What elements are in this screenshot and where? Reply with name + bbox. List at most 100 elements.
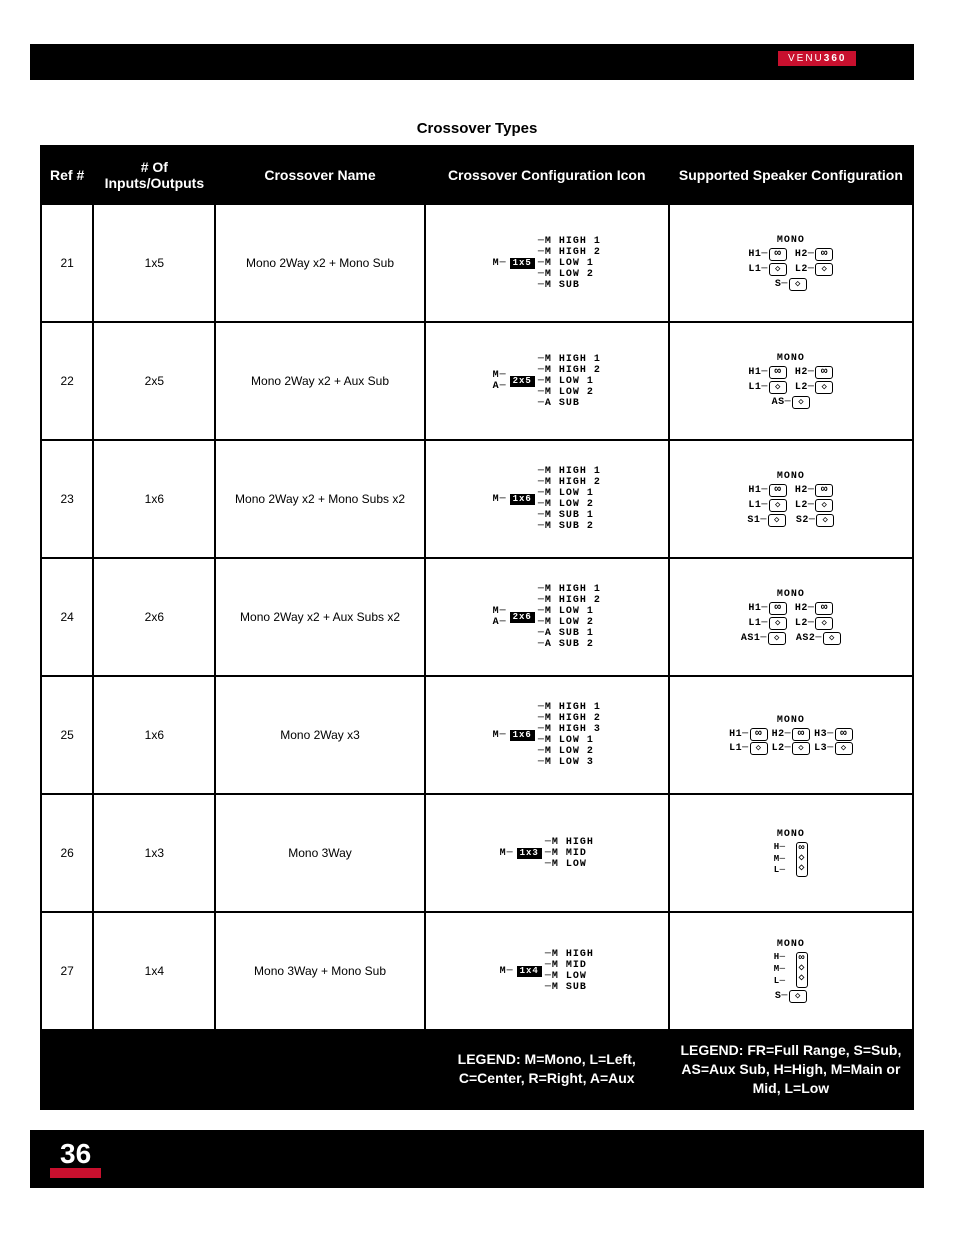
page-footer: 36 (30, 1130, 924, 1188)
cell-spk: MONOH1L1H2L2S (669, 204, 913, 322)
crossover-config-icon: M 1x3 M HIGHM MIDM LOW (500, 837, 594, 870)
page-content: Crossover Types Ref # # Of Inputs/Output… (0, 80, 954, 1130)
crossover-config-icon: M 1x6 M HIGH 1M HIGH 2M LOW 1M LOW 2M SU… (493, 466, 601, 532)
cell-name: Mono 2Way x2 + Aux Sub (215, 322, 424, 440)
speaker-icon: L1 (748, 617, 787, 630)
header-bar: DriveRack VENU360 (0, 0, 954, 80)
brand-name-b: Rack (821, 12, 894, 50)
speaker-icon: L2 (795, 499, 834, 512)
th-ref: Ref # (41, 146, 93, 204)
cell-io: 2x5 (93, 322, 215, 440)
table-row: 21 1x5 Mono 2Way x2 + Mono Sub M 1x5 M H… (41, 204, 913, 322)
cell-io: 1x3 (93, 794, 215, 912)
cell-name: Mono 2Way x2 + Mono Subs x2 (215, 440, 424, 558)
cell-spk: MONOH1L1H2L2AS (669, 322, 913, 440)
speaker-config-diagram: MONOH─M─L─∞◇◇ (774, 829, 808, 877)
crossover-config-icon: MA 2x5 M HIGH 1M HIGH 2M LOW 1M LOW 2A S… (493, 354, 601, 409)
brand-subtitle: VENU360 (778, 51, 856, 66)
cell-ref: 21 (41, 204, 93, 322)
speaker-icon: H1 (748, 366, 787, 379)
cell-ref: 22 (41, 322, 93, 440)
cell-ref: 24 (41, 558, 93, 676)
crossover-config-icon: M 1x6 M HIGH 1M HIGH 2M HIGH 3M LOW 1M L… (493, 702, 601, 768)
legend-icon: LEGEND: M=Mono, L=Left, C=Center, R=Righ… (425, 1030, 669, 1109)
cell-icon: M 1x6 M HIGH 1M HIGH 2M HIGH 3M LOW 1M L… (425, 676, 669, 794)
table-row: 23 1x6 Mono 2Way x2 + Mono Subs x2 M 1x6… (41, 440, 913, 558)
legend-empty (215, 1030, 424, 1109)
speaker-config-diagram: MONOH1H2H3L1L2L3 (729, 715, 853, 755)
th-icon: Crossover Configuration Icon (425, 146, 669, 204)
crossover-config-icon: M 1x5 M HIGH 1M HIGH 2M LOW 1M LOW 2M SU… (493, 236, 601, 291)
cell-ref: 27 (41, 912, 93, 1030)
brand-sub-a: VENU (788, 53, 824, 64)
cell-name: Mono 3Way + Mono Sub (215, 912, 424, 1030)
table-row: 27 1x4 Mono 3Way + Mono Sub M 1x4 M HIGH… (41, 912, 913, 1030)
speaker-icon: AS2 (796, 632, 841, 645)
speaker-config-diagram: MONOH1L1H2L2AS1AS2 (741, 589, 841, 645)
speaker-icon: L2 (772, 742, 811, 755)
cell-name: Mono 2Way x2 + Mono Sub (215, 204, 424, 322)
th-name: Crossover Name (215, 146, 424, 204)
cell-ref: 25 (41, 676, 93, 794)
speaker-icon: H2 (795, 248, 834, 261)
speaker-config-diagram: MONOH1L1H2L2AS (748, 353, 833, 409)
cell-io: 1x6 (93, 676, 215, 794)
cell-spk: MONOH─M─L─∞◇◇ (669, 794, 913, 912)
speaker-icon: L2 (795, 381, 834, 394)
speaker-icon: H2 (772, 728, 811, 741)
speaker-icon: H3 (814, 728, 853, 741)
speaker-config-diagram: MONOH1L1H2L2S (748, 235, 833, 291)
cell-ref: 26 (41, 794, 93, 912)
speaker-icon: L3 (814, 742, 853, 755)
cell-icon: M 1x3 M HIGHM MIDM LOW (425, 794, 669, 912)
speaker-icon: H2 (795, 484, 834, 497)
cell-io: 1x4 (93, 912, 215, 1030)
cell-ref: 23 (41, 440, 93, 558)
speaker-icon: H1 (748, 602, 787, 615)
cell-icon: MA 2x6 M HIGH 1M HIGH 2M LOW 1M LOW 2A S… (425, 558, 669, 676)
cell-icon: MA 2x5 M HIGH 1M HIGH 2M LOW 1M LOW 2A S… (425, 322, 669, 440)
speaker-icon: L1 (748, 381, 787, 394)
speaker-icon: L1 (748, 263, 787, 276)
speaker-config-diagram: MONOH1L1H2L2S1S2 (747, 471, 834, 527)
th-spk: Supported Speaker Configuration (669, 146, 913, 204)
speaker-icon: L1 (748, 499, 787, 512)
cell-icon: M 1x6 M HIGH 1M HIGH 2M LOW 1M LOW 2M SU… (425, 440, 669, 558)
crossover-table: Ref # # Of Inputs/Outputs Crossover Name… (40, 145, 914, 1110)
brand-logo: DriveRack VENU360 (740, 14, 894, 66)
table-row: 25 1x6 Mono 2Way x3 M 1x6 M HIGH 1M HIGH… (41, 676, 913, 794)
table-row: 26 1x3 Mono 3Way M 1x3 M HIGHM MIDM LOW … (41, 794, 913, 912)
cell-spk: MONOH1L1H2L2AS1AS2 (669, 558, 913, 676)
speaker-icon: AS1 (741, 632, 786, 645)
table-row: 22 2x5 Mono 2Way x2 + Aux Sub MA 2x5 M H… (41, 322, 913, 440)
cell-spk: MONOH1H2H3L1L2L3 (669, 676, 913, 794)
table-row: 24 2x6 Mono 2Way x2 + Aux Subs x2 MA 2x6… (41, 558, 913, 676)
speaker-icon: S (775, 990, 807, 1003)
speaker-icon: H2 (795, 602, 834, 615)
speaker-icon: S2 (796, 514, 835, 527)
legend-spk: LEGEND: FR=Full Range, S=Sub, AS=Aux Sub… (669, 1030, 913, 1109)
speaker-icon: H1 (729, 728, 768, 741)
speaker-icon: L2 (795, 263, 834, 276)
brand-name: DriveRack (740, 14, 894, 48)
speaker-config-diagram: MONOH─M─L─∞◇◇S (774, 939, 808, 1002)
cell-name: Mono 2Way x3 (215, 676, 424, 794)
brand-name-a: Drive (740, 12, 820, 50)
cell-spk: MONOH1L1H2L2S1S2 (669, 440, 913, 558)
cell-icon: M 1x5 M HIGH 1M HIGH 2M LOW 1M LOW 2M SU… (425, 204, 669, 322)
speaker-icon: H1 (748, 484, 787, 497)
th-io: # Of Inputs/Outputs (93, 146, 215, 204)
cell-icon: M 1x4 M HIGHM MIDM LOWM SUB (425, 912, 669, 1030)
cell-io: 1x5 (93, 204, 215, 322)
legend-empty (41, 1030, 93, 1109)
legend-empty (93, 1030, 215, 1109)
speaker-icon: S (775, 278, 807, 291)
cell-io: 1x6 (93, 440, 215, 558)
table-header-row: Ref # # Of Inputs/Outputs Crossover Name… (41, 146, 913, 204)
speaker-icon: L2 (795, 617, 834, 630)
page-number: 36 (50, 1140, 101, 1178)
speaker-icon: L1 (729, 742, 768, 755)
crossover-config-icon: M 1x4 M HIGHM MIDM LOWM SUB (500, 949, 594, 993)
speaker-icon: AS (772, 396, 811, 409)
cell-spk: MONOH─M─L─∞◇◇S (669, 912, 913, 1030)
